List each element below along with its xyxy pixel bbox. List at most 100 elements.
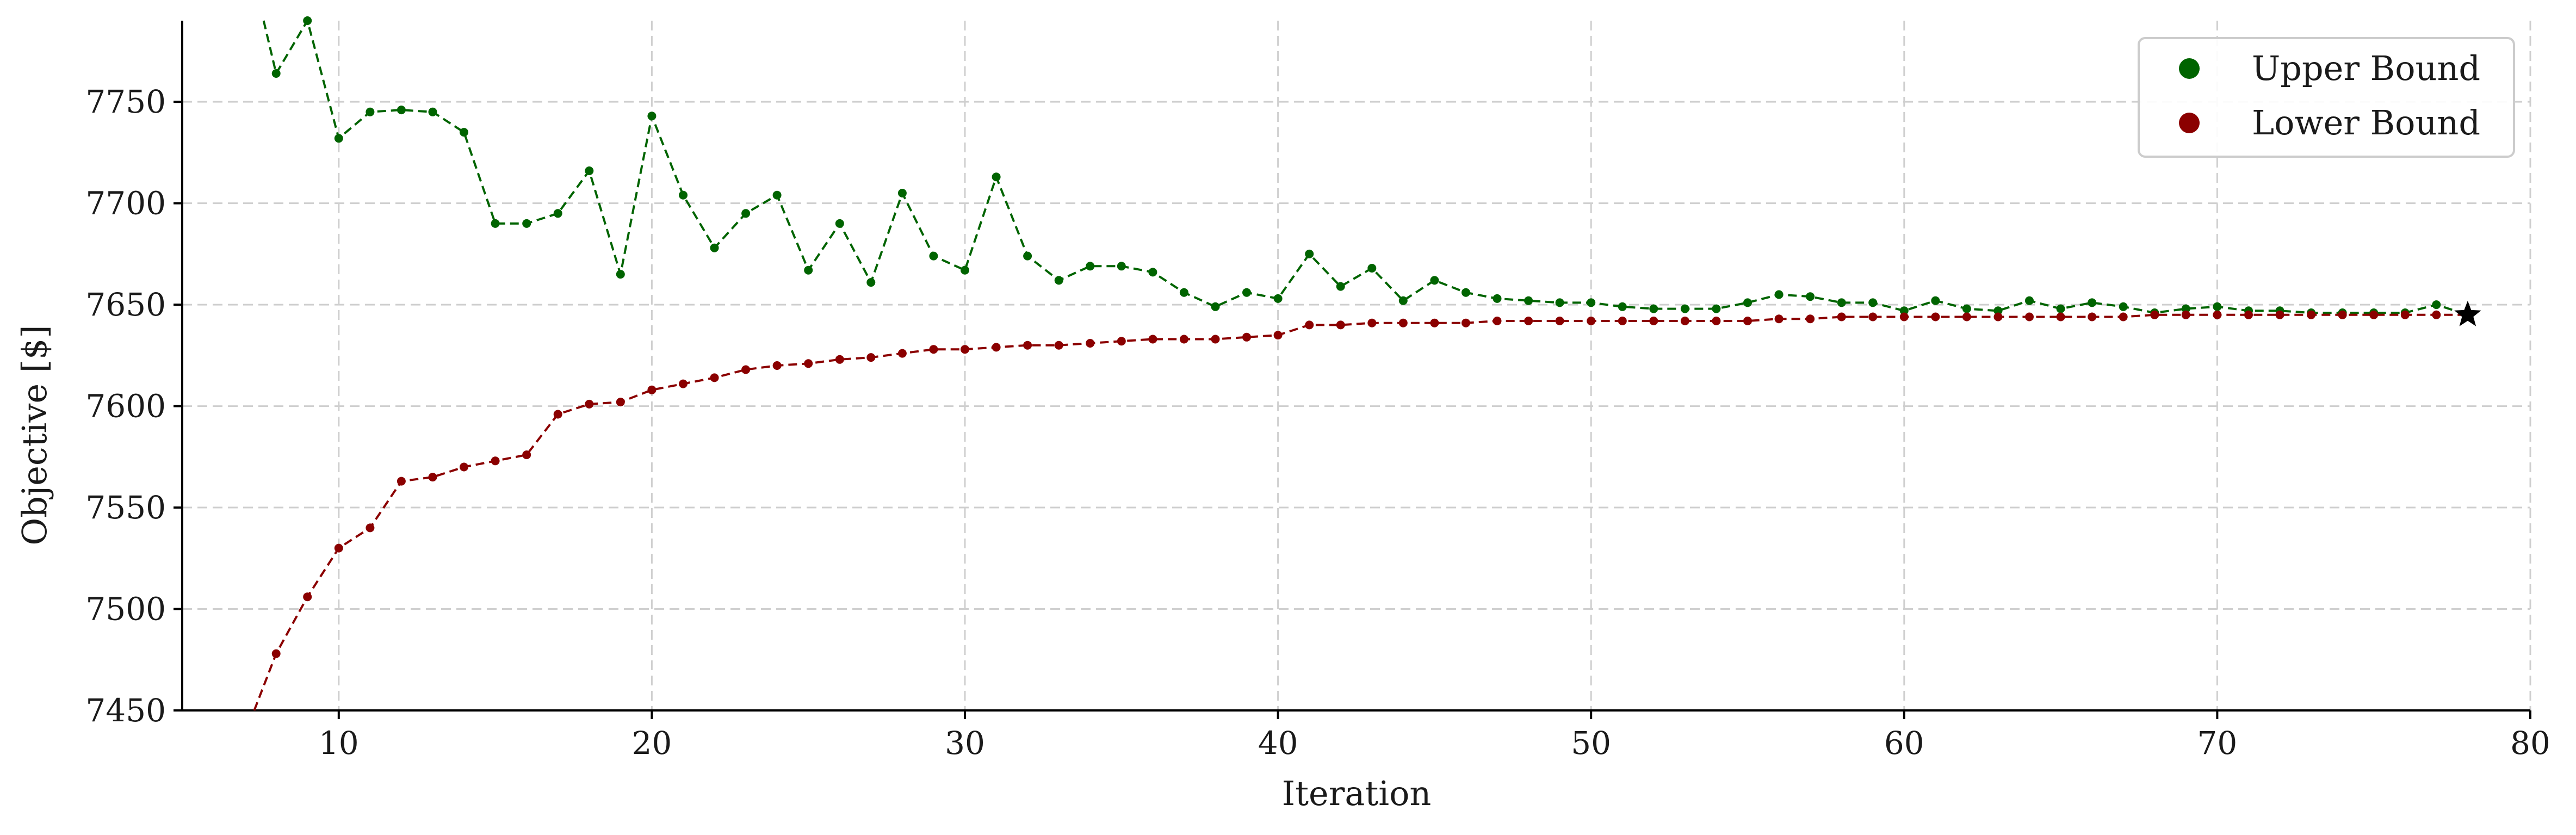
data-point-lower-bound [1712, 317, 1721, 325]
data-point-upper-bound [1868, 298, 1878, 307]
data-point-lower-bound [1524, 317, 1533, 325]
data-point-upper-bound [1117, 262, 1126, 271]
data-point-lower-bound [835, 355, 844, 364]
legend-marker-upper-bound [2179, 58, 2200, 79]
y-tick-label: 7750 [85, 83, 166, 120]
x-tick-label: 40 [1258, 725, 1298, 762]
data-point-lower-bound [522, 450, 531, 460]
legend-marker-lower-bound [2179, 113, 2200, 133]
data-point-upper-bound [1430, 276, 1439, 285]
data-point-lower-bound [866, 353, 876, 362]
data-point-lower-bound [1367, 318, 1377, 327]
data-point-lower-bound [491, 456, 500, 466]
data-point-upper-bound [334, 134, 343, 143]
data-point-lower-bound [804, 359, 813, 368]
series-layer [253, 16, 2472, 711]
data-point-lower-bound [1649, 317, 1658, 325]
data-point-lower-bound [1931, 312, 1940, 321]
data-point-lower-bound [1743, 317, 1752, 325]
data-point-upper-bound [1680, 304, 1689, 313]
data-point-upper-bound [1367, 264, 1377, 273]
data-point-upper-bound [2181, 304, 2190, 313]
data-point-lower-bound [428, 473, 437, 482]
y-tick-label: 7550 [85, 489, 166, 526]
final-star-marker [2454, 300, 2481, 326]
data-point-upper-bound [2432, 300, 2441, 310]
data-point-lower-bound [2150, 310, 2159, 319]
data-point-lower-bound [961, 345, 969, 354]
data-point-upper-bound [1837, 298, 1846, 307]
data-point-upper-bound [992, 172, 1001, 182]
data-point-lower-bound [647, 385, 657, 394]
data-point-upper-bound [271, 69, 281, 78]
data-point-upper-bound [460, 128, 468, 137]
data-point-lower-bound [334, 543, 343, 553]
data-point-lower-bound [1774, 314, 1784, 324]
data-point-lower-bound [1273, 331, 1283, 340]
data-point-upper-bound [741, 209, 751, 218]
data-point-upper-bound [679, 190, 688, 200]
data-point-upper-bound [616, 270, 625, 279]
data-point-upper-bound [553, 209, 562, 218]
data-point-lower-bound [1618, 317, 1627, 325]
data-point-upper-bound [1023, 251, 1032, 261]
data-point-lower-bound [1555, 317, 1564, 325]
data-point-lower-bound [2181, 310, 2190, 319]
y-axis-title: Objective [$] [15, 325, 54, 545]
data-point-upper-bound [647, 112, 657, 121]
y-tick-label: 7450 [85, 692, 166, 729]
data-point-upper-bound [397, 106, 406, 115]
y-tick-label: 7700 [85, 185, 166, 222]
x-tick-label: 70 [2197, 725, 2237, 762]
data-point-lower-bound [1680, 317, 1689, 325]
data-point-lower-bound [2244, 310, 2253, 319]
y-tick-label: 7600 [85, 388, 166, 425]
data-point-upper-bound [522, 219, 531, 228]
data-point-upper-bound [1273, 294, 1283, 303]
data-point-upper-bound [1649, 304, 1658, 313]
data-point-lower-bound [1962, 312, 1971, 321]
data-point-lower-bound [1993, 312, 2003, 321]
legend-label-lower-bound: Lower Bound [2252, 103, 2480, 143]
data-point-lower-bound [2338, 310, 2347, 319]
data-point-lower-bound [2432, 310, 2441, 319]
data-point-upper-bound [2056, 304, 2065, 313]
data-point-upper-bound [1931, 296, 1940, 305]
data-point-upper-bound [1398, 296, 1408, 305]
data-point-lower-bound [2369, 310, 2379, 319]
data-point-lower-bound [397, 477, 406, 486]
y-tick-label: 7650 [85, 286, 166, 323]
y-tick-label: 7500 [85, 591, 166, 628]
data-point-upper-bound [897, 189, 907, 197]
data-point-lower-bound [1398, 318, 1408, 327]
data-point-lower-bound [1179, 335, 1188, 344]
data-point-upper-bound [1587, 298, 1596, 307]
data-point-upper-bound [1993, 306, 2003, 316]
data-point-lower-bound [772, 361, 782, 370]
data-point-upper-bound [1899, 306, 1909, 316]
legend-frame [2138, 37, 2515, 158]
data-point-lower-bound [992, 343, 1001, 352]
axes: 10 20 30 40 50 60 70 80 7450 7500 7550 7600 7650 7700… [85, 21, 2550, 762]
data-point-lower-bound [1023, 341, 1032, 350]
data-point-lower-bound [1868, 312, 1878, 321]
data-point-lower-bound [2400, 310, 2410, 319]
data-point-lower-bound [1430, 318, 1439, 327]
data-point-upper-bound [961, 265, 969, 275]
data-point-upper-bound [428, 107, 437, 116]
data-point-upper-bound [1806, 292, 1815, 301]
data-point-lower-bound [2307, 310, 2316, 319]
data-point-upper-bound [303, 16, 312, 25]
data-point-lower-bound [1054, 341, 1063, 350]
x-tick-label: 20 [631, 725, 672, 762]
data-point-lower-bound [1211, 335, 1220, 344]
data-point-lower-bound [1305, 320, 1314, 330]
data-point-upper-bound [491, 219, 500, 228]
data-point-lower-bound [616, 398, 625, 407]
x-tick-label: 10 [319, 725, 359, 762]
data-point-upper-bound [2213, 302, 2222, 311]
data-point-lower-bound [1336, 320, 1345, 330]
x-axis-title: Iteration [1282, 774, 1432, 813]
data-point-lower-bound [585, 399, 594, 409]
